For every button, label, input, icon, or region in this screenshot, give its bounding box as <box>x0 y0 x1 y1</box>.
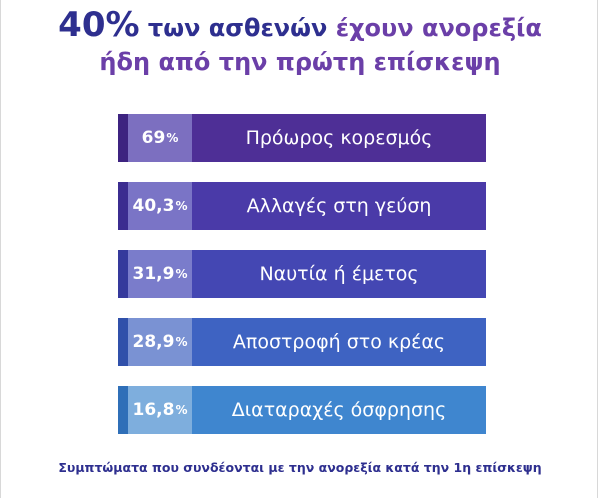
chart-caption: Συμπτώματα που συνδέονται με την ανορεξί… <box>58 460 542 475</box>
bar-category-label: Αλλαγές στη γεύση <box>246 195 432 217</box>
bar-value-unit: % <box>166 131 179 145</box>
title-mid: των ασθενών <box>139 14 336 42</box>
bar: 69% Πρόωρος κορεσμός <box>118 114 486 162</box>
bar-value-label: 31,9% <box>128 250 192 298</box>
bar-value-unit: % <box>175 403 188 417</box>
bar-value-number: 31,9 <box>132 264 175 284</box>
bar-value-number: 16,8 <box>132 400 175 420</box>
bar-edge <box>118 114 128 162</box>
bar-value-label: 28,9% <box>128 318 192 366</box>
title-line-2: ήδη από την πρώτη επίσκεψη <box>99 48 501 76</box>
bar-edge <box>118 250 128 298</box>
bar-value-unit: % <box>175 335 188 349</box>
bar-value-unit: % <box>175 267 188 281</box>
bar-category-label: Διαταραχές όσφρησης <box>231 399 447 421</box>
bar-value-label: 40,3% <box>128 182 192 230</box>
bar-value-label: 69% <box>128 114 192 162</box>
bar-value-label: 16,8% <box>128 386 192 434</box>
bar-edge <box>118 386 128 434</box>
bar-value-unit: % <box>175 199 188 213</box>
bar-value-number: 69 <box>141 128 166 148</box>
bar-category-label: Ναυτία ή έμετος <box>259 263 419 285</box>
page-title: 40% των ασθενών έχουν ανορεξία ήδη από τ… <box>0 8 600 79</box>
bar-chart: 69% Πρόωρος κορεσμός 40,3% Αλλαγές στη γεύσ… <box>118 114 486 454</box>
bar-edge <box>118 182 128 230</box>
bar: 28,9% Αποστροφή στο κρέας <box>118 318 486 366</box>
bar-value-number: 40,3 <box>132 196 175 216</box>
bar: 31,9% Ναυτία ή έμετος <box>118 250 486 298</box>
bar-category-label: Αποστροφή στο κρέας <box>232 331 446 353</box>
title-percent: 40% <box>58 5 140 45</box>
title-end: έχουν ανορεξία <box>335 14 542 42</box>
bar-value-number: 28,9 <box>132 332 175 352</box>
bar-category-label: Πρόωρος κορεσμός <box>245 127 433 149</box>
bar: 40,3% Αλλαγές στη γεύση <box>118 182 486 230</box>
bar: 16,8% Διαταραχές όσφρησης <box>118 386 486 434</box>
bar-edge <box>118 318 128 366</box>
title-line-1: 40% των ασθενών έχουν ανορεξία <box>0 8 600 45</box>
